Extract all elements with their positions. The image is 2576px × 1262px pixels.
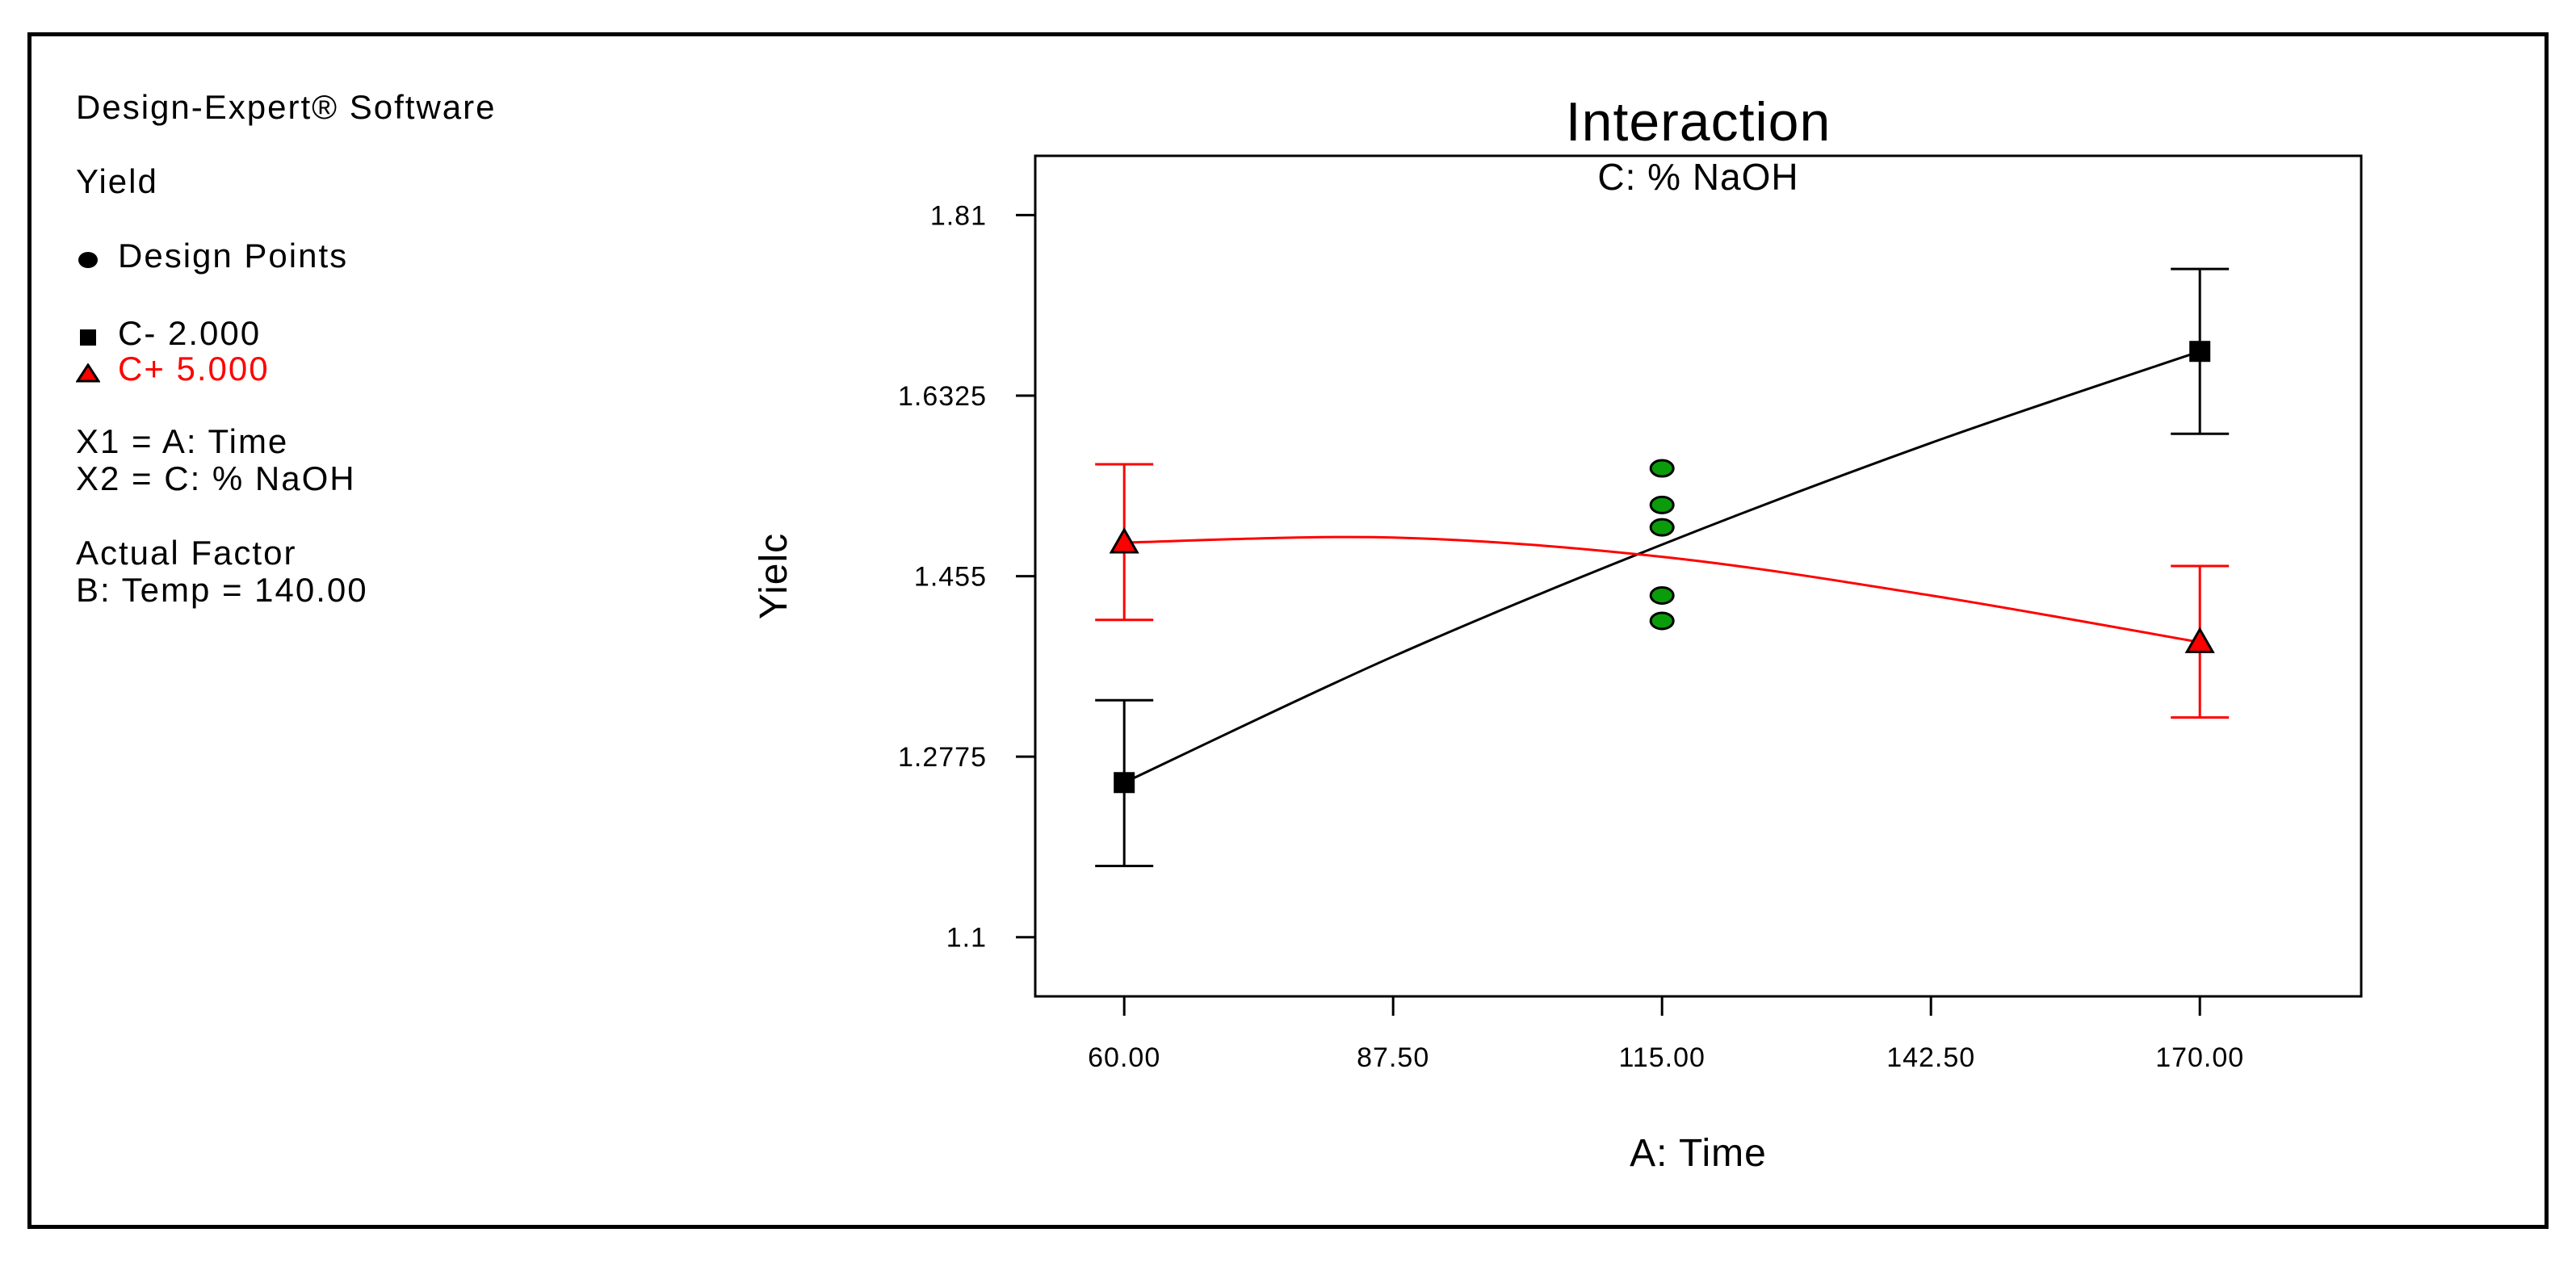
design-point <box>1649 459 1675 478</box>
legend-series-high: C+ 5.000 <box>75 350 270 390</box>
x-tick-label: 60.00 <box>1088 1042 1160 1073</box>
series-point <box>1109 526 1139 554</box>
x-tick-label: 142.50 <box>1886 1042 1975 1073</box>
y-tick-label: 1.6325 <box>898 381 987 412</box>
design-point <box>1649 611 1675 631</box>
series-curve <box>1123 350 2201 784</box>
legend-design-points: Design Points <box>76 237 348 277</box>
series-curve <box>1124 535 2201 644</box>
series-point <box>2189 341 2211 363</box>
actual-factor-value: B: Temp = 140.00 <box>76 571 368 609</box>
actual-factor-heading: Actual Factor <box>76 534 297 572</box>
y-tick-label: 1.455 <box>914 562 987 593</box>
chart-subtitle: C: % NaOH <box>1597 156 1798 198</box>
y-axis-label: Yielc <box>753 533 795 619</box>
x-tick-label: 115.00 <box>1618 1042 1705 1073</box>
x-tick-label: 170.00 <box>2155 1042 2244 1073</box>
chart-title: Interaction <box>1566 91 1831 153</box>
x-axis-label: A: Time <box>1630 1132 1767 1175</box>
design-points-label: Design Points <box>118 237 349 275</box>
x1-label: X1 = A: Time <box>76 422 289 460</box>
x2-label: X2 = C: % NaOH <box>76 459 356 497</box>
response-label: Yield <box>76 162 158 200</box>
series-point <box>1114 772 1135 794</box>
legend-series-low: C- 2.000 <box>76 315 261 354</box>
y-tick-label: 1.1 <box>946 923 987 954</box>
series-high-label: C+ 5.000 <box>118 350 270 388</box>
figure-frame <box>27 32 2549 1229</box>
series-low-label: C- 2.000 <box>118 314 262 352</box>
software-label: Design-Expert® Software <box>76 88 497 126</box>
plot-area <box>1034 154 2363 998</box>
triangle-marker-icon <box>75 353 101 390</box>
x-tick-label: 87.50 <box>1357 1042 1429 1073</box>
design-point <box>1649 585 1675 605</box>
series-point <box>2184 627 2215 653</box>
square-marker-icon <box>76 317 100 354</box>
design-point <box>1649 518 1675 537</box>
design-point <box>1649 495 1675 514</box>
design-point-marker-icon <box>76 240 100 277</box>
y-tick-label: 1.81 <box>930 200 987 231</box>
y-tick-label: 1.2775 <box>898 742 987 773</box>
